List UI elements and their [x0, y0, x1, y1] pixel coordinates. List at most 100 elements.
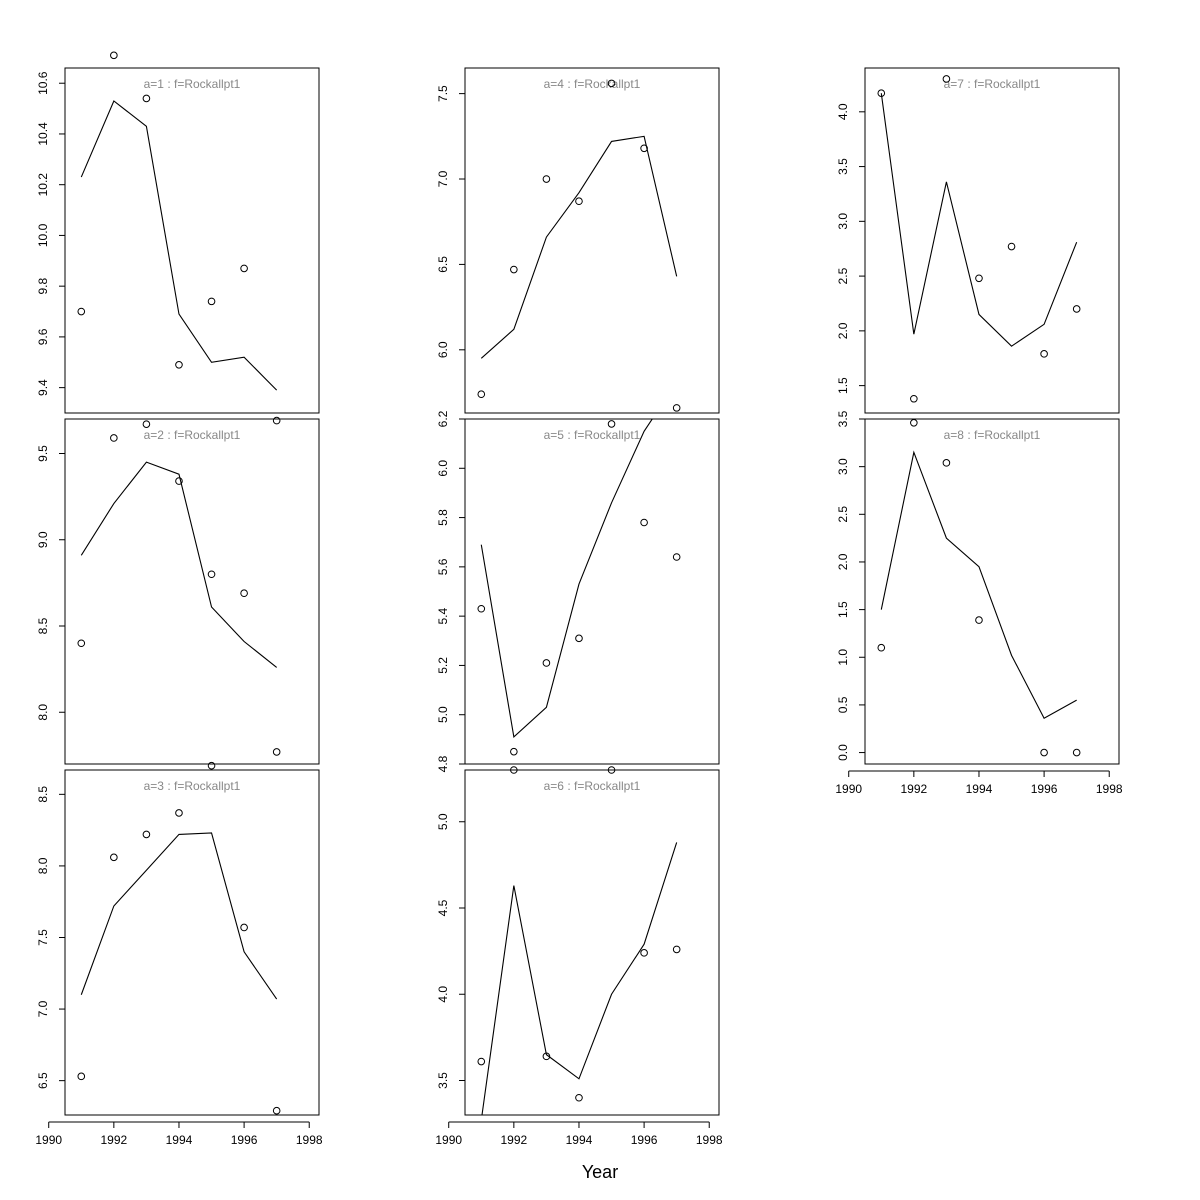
observed-point — [975, 616, 983, 624]
observed-point — [640, 518, 648, 527]
y-tick-label: 3.0 — [836, 213, 850, 230]
y-tick-label: 7.0 — [36, 1000, 50, 1017]
observed-point — [1040, 350, 1048, 358]
y-tick-label: 10.0 — [36, 223, 50, 247]
observed-point — [477, 604, 486, 613]
observed-point — [175, 809, 183, 817]
observed-point — [240, 923, 248, 932]
panel-title: a=7 : f=Rockallpt1 — [944, 77, 1041, 91]
panel-title: a=2 : f=Rockallpt1 — [144, 428, 241, 442]
panel-frame — [864, 418, 1120, 765]
observed-point — [542, 659, 551, 667]
observed-point — [542, 175, 551, 183]
observed-point — [77, 307, 86, 316]
observed-point — [240, 264, 248, 273]
y-tick-label: 0.5 — [836, 696, 850, 713]
panel-title: a=5 : f=Rockallpt1 — [544, 428, 641, 442]
x-tick-label: 1994 — [566, 1133, 593, 1147]
x-tick-label: 1992 — [500, 1133, 527, 1147]
y-tick-label: 4.0 — [436, 986, 450, 1003]
observed-point — [510, 747, 518, 756]
observed-point — [110, 434, 118, 442]
observed-point — [207, 570, 216, 579]
panel-7: a=7 : f=Rockallpt1 1.5 2.0 2.5 3.0 3.5 4.0 — [836, 67, 1120, 414]
y-tick-label: 9.0 — [36, 531, 50, 548]
y-tick-label: 10.4 — [36, 122, 50, 146]
fitted-line — [480, 419, 653, 738]
x-axis-label: Year — [582, 1162, 618, 1182]
y-tick-label: 4.0 — [836, 103, 850, 120]
x-tick-label: 1996 — [231, 1133, 258, 1147]
y-tick-label: 2.0 — [836, 322, 850, 339]
panel-frame — [64, 769, 320, 1116]
observed-point — [1007, 242, 1016, 251]
fitted-line — [481, 842, 678, 1115]
y-tick-label: 5.6 — [436, 558, 450, 575]
fitted-line — [880, 450, 1077, 720]
observed-point — [142, 94, 151, 103]
y-tick-label: 5.2 — [436, 657, 450, 674]
panel-2: a=2 : f=Rockallpt1 8.0 8.5 9.0 9.5 — [36, 418, 320, 765]
y-tick-label: 4.5 — [436, 899, 450, 916]
x-tick-label: 1998 — [696, 1133, 723, 1147]
y-tick-label: 10.2 — [36, 173, 50, 197]
observed-point — [110, 51, 118, 60]
observed-point — [1072, 748, 1081, 757]
panel-frame — [464, 67, 720, 414]
fitted-line — [880, 93, 1078, 347]
observed-point — [77, 639, 86, 648]
y-tick-label: 5.0 — [436, 813, 450, 830]
fitted-line — [80, 100, 278, 391]
panel-frame — [64, 418, 320, 765]
x-tick-label: 1990 — [35, 1133, 62, 1147]
observed-point — [1040, 748, 1048, 757]
observed-point — [607, 420, 616, 428]
observed-point — [942, 75, 951, 83]
y-tick-label: 6.0 — [436, 341, 450, 358]
y-tick-label: 2.0 — [836, 553, 850, 570]
y-tick-label: 8.0 — [36, 857, 50, 874]
observed-point — [207, 297, 216, 306]
observed-point — [207, 761, 216, 770]
x-tick-label: 1996 — [1031, 782, 1058, 796]
observed-point — [672, 404, 681, 412]
y-tick-label: 10.6 — [36, 71, 50, 95]
x-tick-label: 1996 — [631, 1133, 658, 1147]
observed-point — [607, 79, 616, 88]
panel-title: a=8 : f=Rockallpt1 — [944, 428, 1041, 442]
x-tick-label: 1992 — [100, 1133, 127, 1147]
y-tick-label: 8.0 — [36, 704, 50, 721]
observed-point — [77, 1072, 86, 1081]
panel-title: a=6 : f=Rockallpt1 — [544, 779, 641, 793]
panel-5: a=5 : f=Rockallpt1 4.8 5.0 5.2 5.4 5.6 5.8 6.0 6… — [436, 410, 720, 772]
observed-point — [477, 1057, 486, 1066]
observed-point — [575, 1093, 583, 1102]
panel-1: a=1 : f=Rockallpt1 9.4 9.6 9.8 10.0 10.2 10.4 1… — [36, 51, 320, 425]
observed-point — [175, 477, 183, 485]
panel-title: a=3 : f=Rockallpt1 — [144, 779, 241, 793]
observed-point — [575, 634, 583, 643]
y-tick-label: 4.8 — [436, 755, 450, 772]
x-tick-label: 1994 — [166, 1133, 193, 1147]
x-tick-label: 1994 — [966, 782, 993, 796]
observed-point — [110, 853, 118, 862]
y-tick-label: 5.0 — [436, 706, 450, 723]
x-tick-label: 1998 — [1096, 782, 1123, 796]
observed-point — [1072, 305, 1081, 313]
y-tick-label: 9.8 — [36, 277, 50, 294]
panel-6: a=6 : f=Rockallpt1 3.5 4.0 4.5 5.0 1990 1992 19… — [435, 766, 723, 1147]
observed-point — [877, 643, 886, 652]
observed-point — [640, 144, 648, 153]
panel-title: a=1 : f=Rockallpt1 — [144, 77, 241, 91]
observed-point — [640, 949, 648, 957]
panel-frame — [64, 67, 320, 414]
y-tick-label: 3.5 — [836, 410, 850, 427]
panel-3: a=3 : f=Rockallpt1 6.5 7.0 7.5 8.0 8.5 1990 199… — [35, 761, 323, 1147]
observed-point — [910, 419, 918, 427]
observed-point — [272, 416, 281, 425]
y-tick-label: 3.0 — [836, 458, 850, 475]
x-tick-label: 1998 — [296, 1133, 323, 1147]
y-tick-label: 0.0 — [836, 744, 850, 761]
x-tick-label: 1992 — [900, 782, 927, 796]
observed-point — [477, 390, 486, 399]
